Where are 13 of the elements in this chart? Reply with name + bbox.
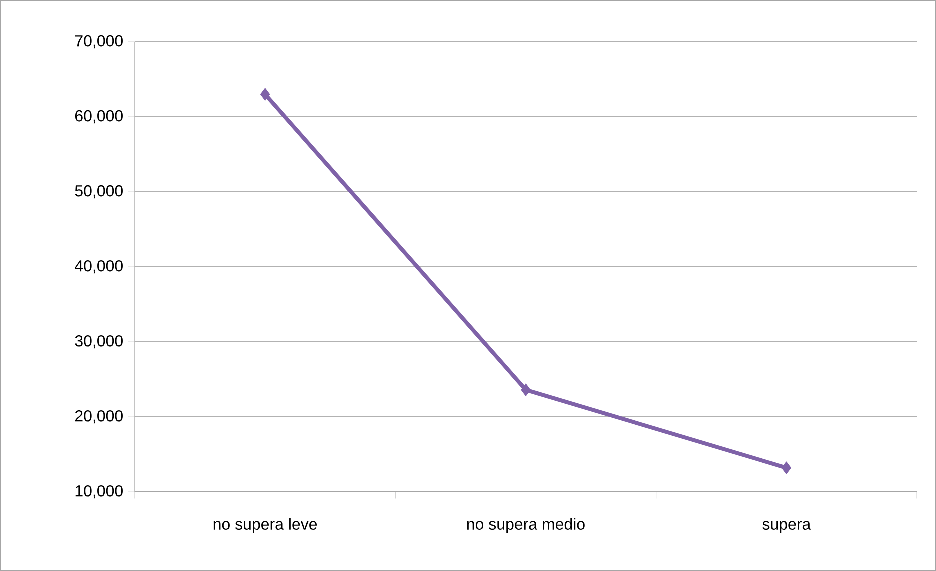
x-tick-label: no supera leve bbox=[214, 518, 318, 534]
y-tick-label: 70,000 bbox=[75, 35, 123, 49]
y-tick-label: 30,000 bbox=[75, 335, 123, 349]
y-tick-label: 40,000 bbox=[75, 260, 123, 274]
point bbox=[782, 462, 792, 474]
point bbox=[521, 384, 531, 396]
x-tick-label: supera bbox=[762, 521, 812, 534]
y-tick-label: 20,000 bbox=[75, 410, 123, 424]
y-tick-label: 50,000 bbox=[75, 185, 123, 199]
x-tick-label: no supera medio bbox=[467, 518, 585, 534]
y-tick-label: 60,000 bbox=[75, 110, 123, 124]
point bbox=[260, 88, 270, 101]
y-tick-label: 10,000 bbox=[76, 485, 123, 499]
